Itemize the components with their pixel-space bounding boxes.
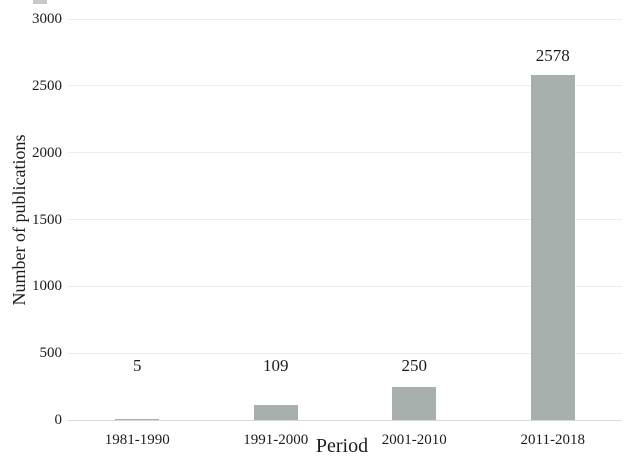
- bar-2001-2010: [392, 386, 437, 420]
- gridline: [68, 152, 622, 154]
- x-tick-label: 2001-2010: [381, 432, 447, 448]
- gridline: [68, 85, 622, 87]
- gridline: [68, 18, 622, 20]
- bar-1981-1990: [115, 419, 160, 420]
- x-tick-label: 1981-1990: [104, 432, 170, 448]
- bar-value-label: 2578: [535, 46, 570, 66]
- bar-2011-2018: [530, 75, 575, 420]
- bar-value-label: 5: [133, 356, 142, 375]
- y-tick-label: 3000: [32, 11, 62, 27]
- bar-1991-2000: [253, 405, 298, 420]
- y-tick-label: 1000: [32, 278, 62, 295]
- bar-value-label: 109: [263, 356, 289, 375]
- gridline: [68, 285, 622, 287]
- x-tick-label: 1991-2000: [243, 432, 309, 448]
- gridline: [68, 219, 622, 220]
- gridline: [68, 352, 622, 354]
- x-tick-label: 2011-2018: [520, 432, 585, 448]
- x-axis-line: [68, 419, 622, 421]
- y-tick-label: 0: [54, 412, 63, 428]
- y-tick-label: 2000: [32, 144, 62, 161]
- x-axis-title: Period: [315, 435, 369, 457]
- y-tick-label: 2500: [32, 77, 62, 94]
- scan-artifact: [33, 0, 47, 4]
- y-tick-label: 1500: [32, 211, 62, 228]
- y-tick-label: 500: [39, 345, 63, 362]
- bar-value-label: 250: [401, 356, 428, 375]
